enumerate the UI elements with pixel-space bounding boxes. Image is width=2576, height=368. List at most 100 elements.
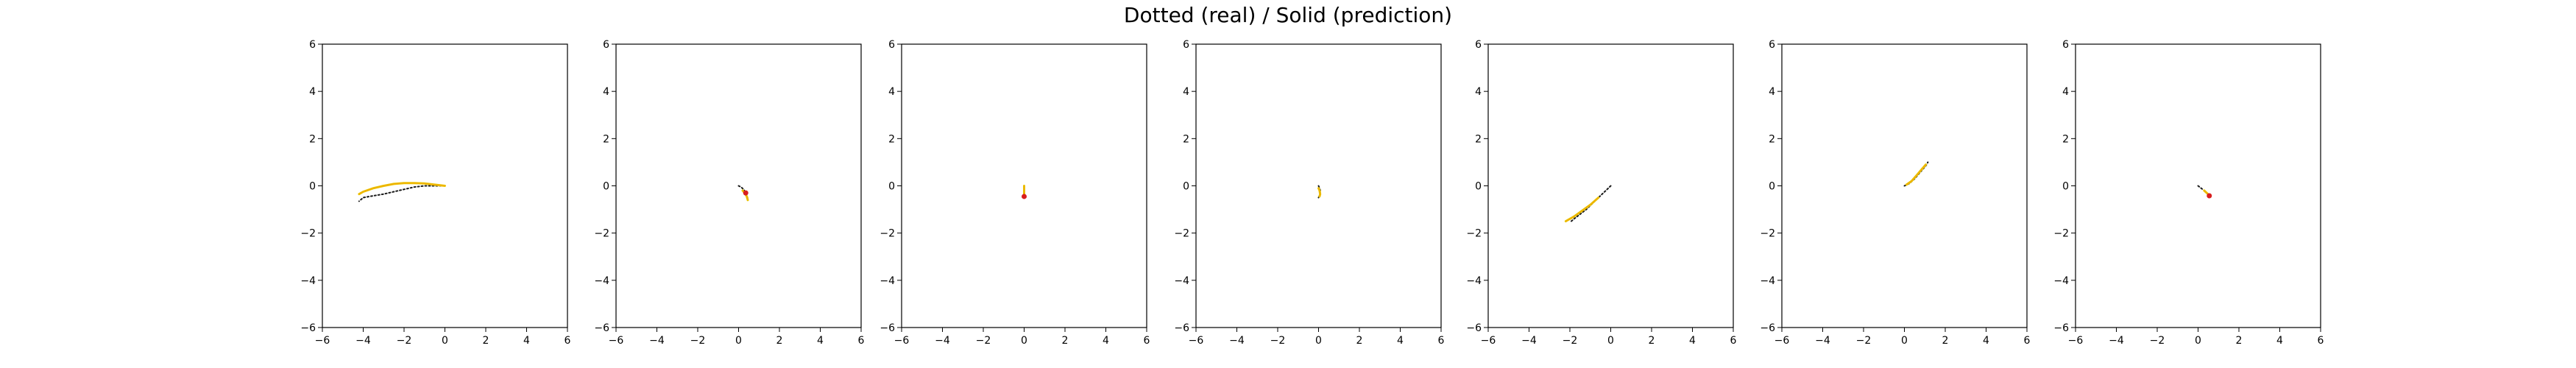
x-tick-label: −6 xyxy=(1774,335,1790,347)
x-tick-label: −6 xyxy=(609,335,624,347)
x-tick-label: 2 xyxy=(2236,335,2243,347)
x-tick-label: 0 xyxy=(2195,335,2201,347)
y-tick-label: 0 xyxy=(1769,181,1775,193)
subplot-2: −6 −4 −2 0 2 4 6 −6 −4 −2 0 2 4 6 xyxy=(594,39,864,347)
y-tick-label: −6 xyxy=(594,322,609,334)
x-tick-label: 4 xyxy=(523,335,530,347)
x-tick-label: 0 xyxy=(1315,335,1322,347)
y-tick-label: 6 xyxy=(1183,39,1189,51)
y-tick-label: −2 xyxy=(594,228,609,240)
y-tick-label: −6 xyxy=(1466,322,1482,334)
y-tick-label: 6 xyxy=(603,39,609,51)
prediction-line-core xyxy=(1906,164,1927,185)
x-tick-label: −2 xyxy=(690,335,706,347)
x-tick-label: 6 xyxy=(565,335,571,347)
y-tick-label: 4 xyxy=(1475,86,1482,98)
x-tick-label: −2 xyxy=(1270,335,1286,347)
x-tick-label: 2 xyxy=(1062,335,1069,347)
y-tick-label: 0 xyxy=(888,181,895,193)
x-tick-label: 6 xyxy=(858,335,865,347)
y-tick-label: −2 xyxy=(1760,228,1775,240)
x-tick-label: 2 xyxy=(1356,335,1363,347)
x-tick-label: 0 xyxy=(735,335,742,347)
y-tick-label: 0 xyxy=(603,181,609,193)
x-tick-label: 0 xyxy=(1901,335,1908,347)
y-tick-label: 6 xyxy=(1769,39,1775,51)
x-tick-label: 4 xyxy=(1983,335,1989,347)
x-tick-label: 4 xyxy=(2276,335,2283,347)
x-tick-label: −6 xyxy=(315,335,330,347)
x-tick-label: 6 xyxy=(1144,335,1150,347)
x-tick-label: −4 xyxy=(935,335,950,347)
y-tick-label: 2 xyxy=(888,133,895,145)
y-tick-label: 2 xyxy=(1475,133,1482,145)
endpoint-marker xyxy=(743,190,749,196)
subplot-6: −6 −4 −2 0 2 4 6 −6 −4 −2 0 2 4 6 xyxy=(1760,39,2030,347)
y-tick-label: 2 xyxy=(1183,133,1189,145)
y-tick-label: 2 xyxy=(603,133,609,145)
y-tick-label: 6 xyxy=(1475,39,1482,51)
y-tick-label: 2 xyxy=(1769,133,1775,145)
x-tick-label: 4 xyxy=(1103,335,1109,347)
y-tick-label: −4 xyxy=(2053,275,2069,287)
y-tick-label: −4 xyxy=(594,275,609,287)
x-tick-label: −2 xyxy=(1563,335,1578,347)
x-tick-label: 0 xyxy=(1021,335,1027,347)
x-tick-label: 2 xyxy=(1649,335,1655,347)
y-tick-label: 4 xyxy=(1183,86,1189,98)
y-tick-label: −4 xyxy=(1466,275,1482,287)
y-tick-label: −4 xyxy=(1760,275,1775,287)
y-tick-label: 0 xyxy=(1475,181,1482,193)
y-tick-label: 4 xyxy=(888,86,895,98)
x-tick-label: 6 xyxy=(2318,335,2324,347)
x-tick-label: 4 xyxy=(817,335,824,347)
y-tick-label: 4 xyxy=(1769,86,1775,98)
y-tick-label: 0 xyxy=(2062,181,2069,193)
subplot-4: −6 −4 −2 0 2 4 6 −6 −4 −2 0 2 4 6 xyxy=(1174,39,1444,347)
y-tick-label: 4 xyxy=(603,86,609,98)
y-tick-label: 6 xyxy=(2062,39,2069,51)
x-tick-label: 2 xyxy=(776,335,783,347)
x-tick-label: 6 xyxy=(1730,335,1737,347)
figure-title: Dotted (real) / Solid (prediction) xyxy=(1123,3,1453,27)
x-tick-label: −2 xyxy=(976,335,991,347)
y-tick-label: −6 xyxy=(1174,322,1189,334)
x-tick-label: −6 xyxy=(2068,335,2084,347)
y-tick-label: −2 xyxy=(1174,228,1189,240)
y-tick-label: −6 xyxy=(880,322,895,334)
x-tick-label: −4 xyxy=(2109,335,2124,347)
y-tick-label: 2 xyxy=(309,133,316,145)
x-tick-label: −2 xyxy=(2150,335,2165,347)
y-tick-label: 2 xyxy=(2062,133,2069,145)
y-tick-label: −2 xyxy=(880,228,895,240)
subplot-7: −6 −4 −2 0 2 4 6 −6 −4 −2 0 2 4 6 xyxy=(2053,39,2324,347)
x-tick-label: −4 xyxy=(1229,335,1245,347)
y-tick-label: 4 xyxy=(309,86,316,98)
endpoint-marker xyxy=(2207,193,2212,199)
prediction-line-core xyxy=(1317,188,1321,197)
x-tick-label: 2 xyxy=(1942,335,1949,347)
x-tick-label: −2 xyxy=(397,335,412,347)
real-line xyxy=(358,185,446,202)
subplot-3: −6 −4 −2 0 2 4 6 −6 −4 −2 0 2 4 6 xyxy=(880,39,1150,347)
x-tick-label: 0 xyxy=(442,335,448,347)
y-tick-label: −6 xyxy=(1760,322,1775,334)
x-tick-label: 6 xyxy=(1438,335,1445,347)
x-tick-label: −4 xyxy=(355,335,371,347)
y-tick-label: −4 xyxy=(880,275,895,287)
subplot-5: −6 −4 −2 0 2 4 6 −6 −4 −2 0 2 4 6 xyxy=(1466,39,1736,347)
x-tick-label: 4 xyxy=(1689,335,1696,347)
y-tick-label: 0 xyxy=(309,181,316,193)
endpoint-marker xyxy=(1022,194,1027,199)
x-tick-label: −6 xyxy=(1481,335,1496,347)
x-tick-label: 0 xyxy=(1607,335,1614,347)
x-tick-label: −2 xyxy=(1856,335,1872,347)
x-tick-label: 2 xyxy=(483,335,489,347)
y-tick-label: −6 xyxy=(2053,322,2069,334)
x-tick-label: −6 xyxy=(1189,335,1204,347)
prediction-line-core xyxy=(358,183,446,195)
y-tick-label: 4 xyxy=(2062,86,2069,98)
prediction-line-core xyxy=(1565,197,1599,222)
y-tick-label: −2 xyxy=(300,228,316,240)
